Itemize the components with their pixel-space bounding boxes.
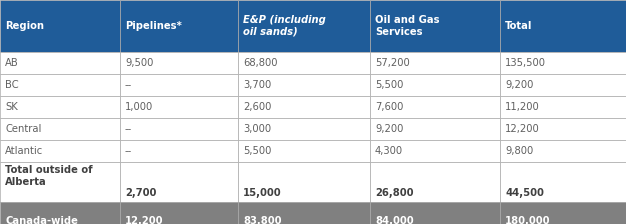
Text: 83,800: 83,800: [243, 216, 282, 224]
Bar: [238, 74, 370, 96]
Bar: [0, 118, 120, 140]
Bar: [120, 74, 238, 96]
Text: 44,500: 44,500: [505, 188, 544, 198]
Bar: [370, 0, 500, 52]
Bar: [120, 96, 238, 118]
Bar: [238, 0, 370, 52]
Text: 57,200: 57,200: [375, 58, 410, 68]
Bar: [0, 96, 120, 118]
Text: AB: AB: [5, 58, 19, 68]
Text: 7,600: 7,600: [375, 102, 403, 112]
Bar: [0, 52, 120, 74]
Bar: [500, 52, 626, 74]
Text: 68,800: 68,800: [243, 58, 277, 68]
Bar: [370, 96, 500, 118]
Bar: [238, 118, 370, 140]
Bar: [500, 202, 626, 224]
Text: SK: SK: [5, 102, 18, 112]
Bar: [500, 74, 626, 96]
Text: 26,800: 26,800: [375, 188, 414, 198]
Text: Pipelines*: Pipelines*: [125, 21, 182, 31]
Text: 135,500: 135,500: [505, 58, 546, 68]
Bar: [238, 96, 370, 118]
Bar: [0, 162, 120, 202]
Text: Region: Region: [5, 21, 44, 31]
Text: BC: BC: [5, 80, 19, 90]
Text: 3,000: 3,000: [243, 124, 271, 134]
Text: Central: Central: [5, 124, 41, 134]
Text: 12,200: 12,200: [125, 216, 163, 224]
Text: Canada-wide: Canada-wide: [5, 216, 78, 224]
Bar: [120, 52, 238, 74]
Bar: [238, 52, 370, 74]
Text: 9,500: 9,500: [125, 58, 153, 68]
Bar: [120, 118, 238, 140]
Bar: [120, 162, 238, 202]
Text: Atlantic: Atlantic: [5, 146, 43, 156]
Bar: [238, 202, 370, 224]
Text: 180,000: 180,000: [505, 216, 550, 224]
Bar: [0, 140, 120, 162]
Bar: [0, 202, 120, 224]
Text: 2,700: 2,700: [125, 188, 156, 198]
Bar: [370, 202, 500, 224]
Bar: [120, 0, 238, 52]
Bar: [370, 140, 500, 162]
Bar: [120, 202, 238, 224]
Bar: [370, 52, 500, 74]
Text: --: --: [125, 80, 132, 90]
Bar: [500, 96, 626, 118]
Bar: [500, 0, 626, 52]
Bar: [238, 140, 370, 162]
Bar: [238, 162, 370, 202]
Bar: [0, 74, 120, 96]
Text: 9,200: 9,200: [505, 80, 533, 90]
Text: 4,300: 4,300: [375, 146, 403, 156]
Text: Total: Total: [505, 21, 532, 31]
Bar: [120, 140, 238, 162]
Bar: [370, 74, 500, 96]
Bar: [500, 140, 626, 162]
Bar: [370, 162, 500, 202]
Text: --: --: [125, 124, 132, 134]
Text: 9,800: 9,800: [505, 146, 533, 156]
Text: 5,500: 5,500: [375, 80, 403, 90]
Bar: [500, 162, 626, 202]
Text: 84,000: 84,000: [375, 216, 414, 224]
Text: 2,600: 2,600: [243, 102, 272, 112]
Text: 1,000: 1,000: [125, 102, 153, 112]
Text: Total outside of
Alberta: Total outside of Alberta: [5, 165, 93, 187]
Text: 9,200: 9,200: [375, 124, 403, 134]
Text: 12,200: 12,200: [505, 124, 540, 134]
Text: E&P (including
oil sands): E&P (including oil sands): [243, 15, 326, 37]
Text: Oil and Gas
Services: Oil and Gas Services: [375, 15, 439, 37]
Text: --: --: [125, 146, 132, 156]
Text: 11,200: 11,200: [505, 102, 540, 112]
Text: 3,700: 3,700: [243, 80, 271, 90]
Bar: [370, 118, 500, 140]
Text: 15,000: 15,000: [243, 188, 282, 198]
Bar: [0, 0, 120, 52]
Bar: [500, 118, 626, 140]
Text: 5,500: 5,500: [243, 146, 272, 156]
